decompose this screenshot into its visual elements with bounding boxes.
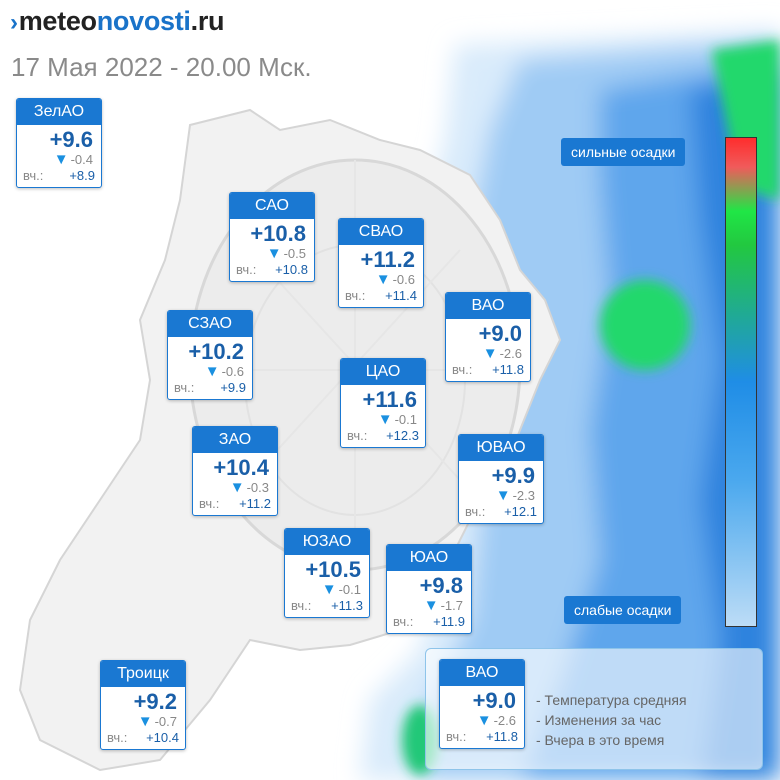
district-card-zelao: ЗелАО +9.6 ▼ -0.4 вч.: +8.9: [16, 98, 102, 188]
district-yesterday: вч.: +10.8: [236, 262, 308, 277]
district-hourly-change: ▼ -0.3: [229, 479, 269, 496]
legend-line-yesterday: - Вчера в это время: [536, 732, 665, 748]
legend-line-temperature: - Температура средняя: [536, 692, 687, 708]
triangle-down-icon: ▼: [53, 151, 69, 168]
district-yesterday: вч.: +11.8: [446, 729, 518, 744]
district-card-vao: ВАО +9.0 ▼ -2.6 вч.: +11.8: [445, 292, 531, 382]
district-yesterday: вч.: +11.2: [199, 496, 271, 511]
scale-label-light: слабые осадки: [564, 596, 682, 624]
district-temperature: +10.2: [188, 339, 244, 364]
district-temperature: +9.6: [49, 127, 93, 152]
legend-line-change: - Изменения за час: [536, 712, 662, 728]
district-yesterday: вч.: +9.9: [174, 380, 246, 395]
district-hourly-change: ▼ -2.6: [476, 712, 516, 729]
triangle-down-icon: ▼: [482, 345, 498, 362]
district-hourly-change: ▼ -0.4: [53, 151, 93, 168]
scale-label-heavy: сильные осадки: [561, 138, 686, 166]
district-yesterday: вч.: +12.3: [347, 428, 419, 443]
district-name: ЮАО: [387, 545, 471, 571]
precipitation-scale-bar: [725, 137, 757, 627]
legend-sample-card: ВАО +9.0 ▼ -2.6 вч.: +11.8: [439, 659, 525, 749]
logo-text-prefix: meteo: [18, 6, 97, 36]
district-yesterday: вч.: +10.4: [107, 730, 179, 745]
district-yesterday: вч.: +11.4: [345, 288, 417, 303]
triangle-down-icon: ▼: [423, 597, 439, 614]
site-logo[interactable]: ›meteonovosti.ru: [10, 6, 225, 37]
district-card-cao: ЦАО +11.6 ▼ -0.1 вч.: +12.3: [340, 358, 426, 448]
district-name: САО: [230, 193, 314, 219]
district-temperature: +11.2: [360, 247, 415, 272]
district-hourly-change: ▼ -2.3: [495, 487, 535, 504]
district-temperature: +9.9: [491, 463, 535, 488]
triangle-down-icon: ▼: [204, 363, 220, 380]
logo-text-suffix: .ru: [190, 6, 225, 36]
date-time: 17 Мая 2022 - 20.00 Мск.: [11, 52, 312, 82]
triangle-down-icon: ▼: [377, 411, 393, 428]
district-card-troitsk: Троицк +9.2 ▼ -0.7 вч.: +10.4: [100, 660, 186, 750]
triangle-down-icon: ▼: [375, 271, 391, 288]
district-name: ЦАО: [341, 359, 425, 385]
district-hourly-change: ▼ -0.7: [137, 713, 177, 730]
district-temperature: +9.8: [419, 573, 463, 598]
district-temperature: +10.4: [213, 455, 269, 480]
district-card-yuzao: ЮЗАО +10.5 ▼ -0.1 вч.: +11.3: [284, 528, 370, 618]
district-hourly-change: ▼ -0.6: [375, 271, 415, 288]
district-card-zao: ЗАО +10.4 ▼ -0.3 вч.: +11.2: [192, 426, 278, 516]
district-card-svao: СВАО +11.2 ▼ -0.6 вч.: +11.4: [338, 218, 424, 308]
triangle-down-icon: ▼: [476, 712, 492, 729]
district-yesterday: вч.: +11.8: [452, 362, 524, 377]
triangle-down-icon: ▼: [229, 479, 245, 496]
triangle-down-icon: ▼: [137, 713, 153, 730]
chevron-logo-icon: ›: [10, 9, 18, 36]
district-hourly-change: ▼ -1.7: [423, 597, 463, 614]
district-card-yuao: ЮАО +9.8 ▼ -1.7 вч.: +11.9: [386, 544, 472, 634]
district-card-yuvao: ЮВАО +9.9 ▼ -2.3 вч.: +12.1: [458, 434, 544, 524]
district-name: СЗАО: [168, 311, 252, 337]
triangle-down-icon: ▼: [266, 245, 282, 262]
district-name: Троицк: [101, 661, 185, 687]
district-hourly-change: ▼ -0.5: [266, 245, 306, 262]
district-temperature: +9.0: [478, 321, 522, 346]
district-hourly-change: ▼ -2.6: [482, 345, 522, 362]
district-temperature: +9.0: [472, 688, 516, 713]
district-temperature: +9.2: [133, 689, 177, 714]
legend-explanations: - Температура средняя - Изменения за час…: [536, 690, 687, 750]
district-name: ЮЗАО: [285, 529, 369, 555]
triangle-down-icon: ▼: [321, 581, 337, 598]
district-yesterday: вч.: +11.3: [291, 598, 363, 613]
district-temperature: +11.6: [362, 387, 417, 412]
district-hourly-change: ▼ -0.6: [204, 363, 244, 380]
district-card-szao: СЗАО +10.2 ▼ -0.6 вч.: +9.9: [167, 310, 253, 400]
district-yesterday: вч.: +12.1: [465, 504, 537, 519]
district-name: ЗелАО: [17, 99, 101, 125]
district-temperature: +10.5: [305, 557, 361, 582]
district-yesterday: вч.: +8.9: [23, 168, 95, 183]
district-hourly-change: ▼ -0.1: [377, 411, 417, 428]
logo-text-main: novosti: [96, 6, 191, 36]
district-name: СВАО: [339, 219, 423, 245]
district-hourly-change: ▼ -0.1: [321, 581, 361, 598]
district-card-sao: САО +10.8 ▼ -0.5 вч.: +10.8: [229, 192, 315, 282]
district-yesterday: вч.: +11.9: [393, 614, 465, 629]
district-name: ВАО: [446, 293, 530, 319]
district-name: ЗАО: [193, 427, 277, 453]
district-temperature: +10.8: [250, 221, 306, 246]
district-name: ЮВАО: [459, 435, 543, 461]
district-name: ВАО: [440, 660, 524, 686]
triangle-down-icon: ▼: [495, 487, 511, 504]
